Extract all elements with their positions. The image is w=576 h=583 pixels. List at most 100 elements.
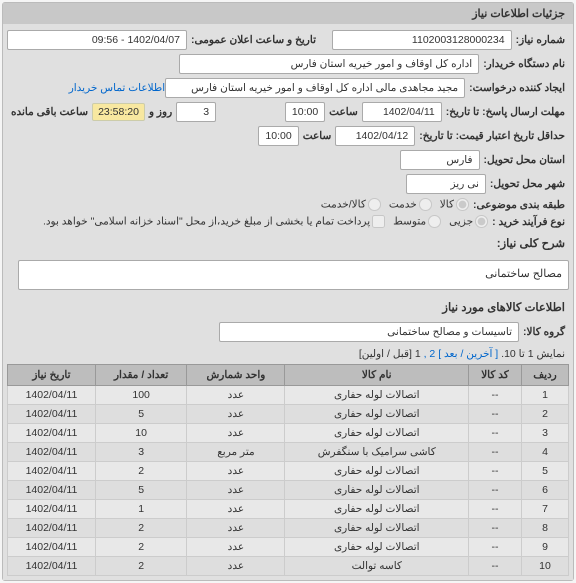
table-cell: متر مربع (187, 443, 285, 462)
validity-time-field: 10:00 (258, 126, 298, 146)
table-cell: 1402/04/11 (8, 538, 96, 557)
table-row[interactable]: 5--اتصالات لوله حفاریعدد21402/04/11 (8, 462, 569, 481)
validity-label: حداقل تاریخ اعتبار قیمت: تا تاریخ: (415, 130, 569, 142)
req-no-label: شماره نیاز: (512, 34, 569, 46)
table-cell: -- (469, 424, 522, 443)
pgn-page2-link[interactable]: 2 , (424, 348, 436, 360)
table-cell: 1402/04/11 (8, 500, 96, 519)
table-cell: 1402/04/11 (8, 405, 96, 424)
table-cell: 6 (521, 481, 568, 500)
remain-tail: ساعت باقی مانده (7, 106, 92, 118)
table-cell: 2 (95, 519, 186, 538)
group-field: تاسیسات و مصالح ساختمانی (219, 322, 519, 342)
table-cell: اتصالات لوله حفاری (285, 405, 469, 424)
reply-time-label: ساعت (325, 106, 362, 118)
table-cell: -- (469, 519, 522, 538)
validity-date-field: 1402/04/12 (335, 126, 415, 146)
creator-label: ایجاد کننده درخواست: (465, 82, 569, 94)
table-row[interactable]: 4--کاشی سرامیک با سنگفرشمتر مربع31402/04… (8, 443, 569, 462)
topic-service-radio[interactable]: خدمت (389, 198, 432, 211)
province-label: استان محل تحویل: (480, 154, 569, 166)
table-cell: 1402/04/11 (8, 462, 96, 481)
table-cell: 7 (521, 500, 568, 519)
buyer-field: اداره کل اوقاف و امور خیریه استان فارس (179, 54, 479, 74)
buyer-label: نام دستگاه خریدار: (479, 58, 569, 70)
table-cell: 2 (521, 405, 568, 424)
group-label: گروه کالا: (519, 326, 569, 338)
req-no-field: 1102003128000234 (332, 30, 512, 50)
reply-date-field: 1402/04/11 (362, 102, 442, 122)
table-col-header: نام کالا (285, 365, 469, 386)
table-cell: 9 (521, 538, 568, 557)
purchase-low-radio[interactable]: جزیی (449, 215, 488, 228)
table-cell: عدد (187, 519, 285, 538)
table-cell: -- (469, 462, 522, 481)
contact-link[interactable]: اطلاعات تماس خریدار (69, 82, 165, 94)
table-cell: 10 (95, 424, 186, 443)
topic-gs-radio[interactable]: کالا/خدمت (321, 198, 381, 211)
table-col-header: تاریخ نیاز (8, 365, 96, 386)
table-cell: 2 (95, 538, 186, 557)
table-row[interactable]: 6--اتصالات لوله حفاریعدد51402/04/11 (8, 481, 569, 500)
table-cell: -- (469, 405, 522, 424)
table-cell: -- (469, 481, 522, 500)
table-col-header: واحد شمارش (187, 365, 285, 386)
table-cell: 5 (521, 462, 568, 481)
table-row[interactable]: 9--اتصالات لوله حفاریعدد21402/04/11 (8, 538, 569, 557)
table-cell: 2 (95, 557, 186, 576)
reply-time-field: 10:00 (285, 102, 325, 122)
pub-date-label: تاریخ و ساعت اعلان عمومی: (187, 34, 320, 46)
table-row[interactable]: 1--اتصالات لوله حفاریعدد1001402/04/11 (8, 386, 569, 405)
table-cell: 2 (95, 462, 186, 481)
table-cell: 1 (95, 500, 186, 519)
province-field: فارس (400, 150, 480, 170)
table-cell: عدد (187, 386, 285, 405)
table-row[interactable]: 3--اتصالات لوله حفاریعدد101402/04/11 (8, 424, 569, 443)
table-cell: کاشی سرامیک با سنگفرش (285, 443, 469, 462)
goods-header: اطلاعات کالاهای مورد نیاز (7, 294, 569, 320)
table-cell: اتصالات لوله حفاری (285, 386, 469, 405)
remain-days: 3 (176, 102, 216, 122)
table-cell: -- (469, 386, 522, 405)
table-row[interactable]: 7--اتصالات لوله حفاریعدد11402/04/11 (8, 500, 569, 519)
table-cell: 1402/04/11 (8, 424, 96, 443)
table-cell: اتصالات لوله حفاری (285, 500, 469, 519)
goods-table: ردیفکد کالانام کالاواحد شمارشتعداد / مقد… (7, 364, 569, 576)
table-row[interactable]: 2--اتصالات لوله حفاریعدد51402/04/11 (8, 405, 569, 424)
table-cell: عدد (187, 462, 285, 481)
table-cell: 100 (95, 386, 186, 405)
purchase-label: نوع فرآیند خرید : (488, 216, 569, 228)
table-cell: -- (469, 538, 522, 557)
table-cell: -- (469, 557, 522, 576)
table-cell: 5 (95, 481, 186, 500)
pgn-last-link[interactable]: [ آخرین / بعد ] (438, 348, 498, 360)
topic-goods-radio[interactable]: کالا (440, 198, 469, 211)
table-cell: اتصالات لوله حفاری (285, 481, 469, 500)
validity-time-label: ساعت (299, 130, 336, 142)
city-field: نی ریز (406, 174, 486, 194)
pagination: نمایش 1 تا 10. [ آخرین / بعد ] 2 , 1 [قب… (7, 344, 569, 364)
table-cell: 1 (521, 386, 568, 405)
table-cell: 1402/04/11 (8, 386, 96, 405)
main-header: جزئیات اطلاعات نیاز (3, 3, 573, 24)
remain-hms: 23:58:20 (92, 103, 145, 121)
table-cell: کاسه توالت (285, 557, 469, 576)
purchase-note-check[interactable]: پرداخت تمام یا بخشی از مبلغ خرید،از محل … (43, 215, 385, 228)
table-cell: 1402/04/11 (8, 519, 96, 538)
table-cell: عدد (187, 538, 285, 557)
reply-deadline-label: مهلت ارسال پاسخ: تا تاریخ: (442, 106, 569, 118)
table-cell: اتصالات لوله حفاری (285, 538, 469, 557)
purchase-mid-radio[interactable]: متوسط (393, 215, 441, 228)
table-row[interactable]: 8--اتصالات لوله حفاریعدد21402/04/11 (8, 519, 569, 538)
topic-label: طبقه بندی موضوعی: (469, 199, 569, 211)
table-cell: -- (469, 500, 522, 519)
table-cell: عدد (187, 405, 285, 424)
table-cell: 1402/04/11 (8, 557, 96, 576)
table-row[interactable]: 10--کاسه توالتعدد21402/04/11 (8, 557, 569, 576)
table-cell: عدد (187, 557, 285, 576)
table-cell: 1402/04/11 (8, 481, 96, 500)
table-cell: 8 (521, 519, 568, 538)
creator-field: مجید مجاهدی مالی اداره کل اوقاف و امور خ… (165, 78, 465, 98)
table-cell: اتصالات لوله حفاری (285, 462, 469, 481)
table-cell: اتصالات لوله حفاری (285, 424, 469, 443)
